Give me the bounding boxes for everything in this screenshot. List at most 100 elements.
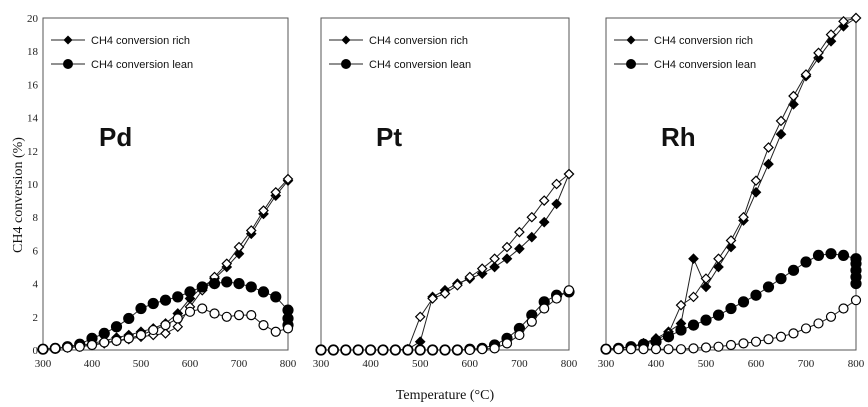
- x-tick-label: 300: [598, 358, 615, 370]
- data-point: [50, 343, 61, 354]
- x-tick-label: 400: [648, 358, 665, 370]
- series-ch4-conversion-lean-return-: [37, 303, 294, 355]
- data-point: [340, 344, 351, 356]
- data-point: [209, 308, 220, 319]
- data-point: [501, 338, 513, 349]
- data-point: [713, 341, 724, 352]
- x-tick-label: 600: [462, 358, 479, 370]
- data-point: [245, 225, 257, 236]
- x-tick-label: 600: [748, 358, 765, 370]
- legend-marker: [626, 35, 636, 45]
- data-point: [439, 288, 451, 299]
- x-tick-label: 500: [698, 358, 715, 370]
- data-point: [700, 281, 712, 293]
- data-point: [270, 186, 282, 198]
- data-point: [838, 303, 849, 314]
- data-point: [172, 291, 184, 303]
- data-point: [233, 278, 245, 290]
- data-point: [650, 344, 662, 355]
- data-point: [135, 329, 147, 341]
- data-point: [258, 320, 269, 331]
- data-point: [825, 29, 837, 40]
- data-point: [788, 90, 799, 102]
- data-point: [551, 198, 562, 210]
- data-point: [514, 243, 525, 255]
- data-point: [123, 312, 135, 325]
- data-point: [763, 334, 774, 345]
- data-point: [850, 295, 862, 306]
- series-ch4-conversion-rich-return-: [315, 168, 575, 356]
- data-point: [800, 256, 812, 268]
- data-point: [489, 343, 500, 354]
- data-point: [526, 211, 538, 223]
- data-point: [282, 323, 294, 334]
- data-point: [246, 310, 257, 321]
- data-point: [775, 273, 787, 285]
- data-point: [712, 309, 725, 321]
- data-point: [775, 331, 787, 342]
- data-point: [452, 344, 463, 356]
- data-point: [762, 281, 775, 293]
- x-tick-label: 500: [133, 358, 150, 370]
- data-point: [551, 178, 562, 190]
- data-point: [427, 344, 438, 356]
- legend-label: CH4 conversion rich: [91, 35, 190, 47]
- legend-label: CH4 conversion lean: [369, 59, 471, 71]
- series-ch4-conversion-lean: [600, 248, 862, 355]
- data-point: [74, 341, 85, 352]
- x-tick-label: 500: [412, 358, 429, 370]
- data-point: [738, 211, 749, 223]
- y-tick-label: 18: [27, 46, 39, 58]
- y-tick-label: 12: [27, 146, 38, 158]
- legend-marker: [341, 35, 351, 45]
- data-point: [763, 142, 774, 153]
- data-point: [688, 343, 699, 354]
- data-point: [813, 318, 824, 329]
- legend-marker: [63, 59, 73, 69]
- data-point: [86, 339, 98, 351]
- legend-marker: [341, 59, 351, 69]
- data-point: [197, 303, 208, 314]
- y-tick-label: 2: [33, 312, 39, 324]
- x-tick-label: 800: [561, 358, 578, 370]
- y-tick-label: 6: [33, 245, 39, 257]
- data-point: [538, 195, 550, 206]
- data-point: [439, 344, 451, 356]
- data-point: [489, 261, 500, 273]
- data-point: [111, 335, 122, 346]
- legend-marker: [626, 59, 636, 69]
- data-point: [837, 249, 850, 261]
- data-point: [713, 253, 724, 265]
- legend-marker: [63, 35, 73, 45]
- data-point: [700, 273, 712, 284]
- data-point: [700, 342, 712, 353]
- y-tick-label: 10: [27, 179, 39, 191]
- data-point: [750, 336, 762, 347]
- legend: CH4 conversion rich CH4 conversion lean: [614, 35, 756, 71]
- data-point: [788, 328, 799, 339]
- data-point: [501, 241, 513, 253]
- data-point: [315, 344, 327, 356]
- x-tick-label: 600: [182, 358, 199, 370]
- data-point: [477, 344, 488, 355]
- data-point: [688, 291, 699, 303]
- panel-pd: 0 2 4 6 8 10 12 14 16 18 20 300 400 500 600 700 800 Pd CH4…: [27, 13, 297, 370]
- x-tick-label: 300: [35, 358, 52, 370]
- data-point: [184, 286, 196, 298]
- y-tick-label: 0: [33, 345, 39, 357]
- data-point: [258, 205, 269, 216]
- data-point: [172, 313, 183, 324]
- data-point: [415, 344, 426, 356]
- data-point: [377, 344, 389, 356]
- data-point: [414, 311, 426, 323]
- data-point: [600, 344, 612, 355]
- data-point: [196, 281, 208, 293]
- data-point: [539, 303, 550, 314]
- series-line: [605, 253, 857, 350]
- data-point: [233, 241, 245, 253]
- data-point: [725, 339, 737, 351]
- data-point: [725, 302, 737, 315]
- data-point: [208, 278, 221, 290]
